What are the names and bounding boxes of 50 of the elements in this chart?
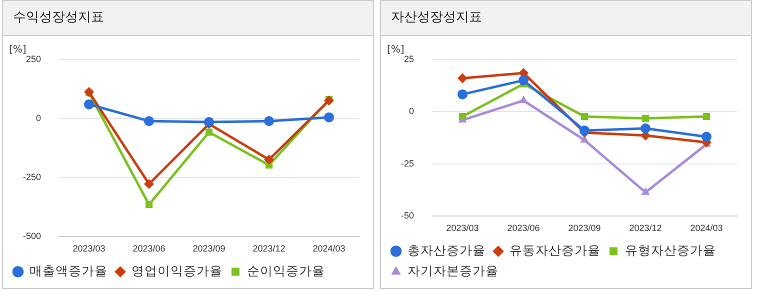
x-tick-label: 2023/06 [132,244,166,254]
y-axis-title: [%] [387,44,404,56]
y-tick-label: -50 [400,210,414,221]
x-tick-label: 2023/09 [192,244,226,254]
x-tick-label: 2024/03 [690,223,723,234]
point [580,112,588,120]
x-tick-label: 2023/03 [446,223,479,234]
chart-title: 자산성장성지표 [381,1,751,36]
legend-label: 유동자산증가율 [510,242,600,258]
point [264,116,274,126]
legend-label: 영업이익증가율 [132,263,222,278]
legend-label: 자기자본증가율 [407,263,498,278]
x-tick-label: 2023/09 [568,223,601,234]
point [144,116,154,126]
point [640,123,651,134]
point [458,73,468,84]
point [84,99,94,110]
x-tick-label: 2023/03 [72,244,106,254]
y-tick-label: 25 [404,54,414,64]
x-tick-label: 2023/12 [629,223,662,234]
point [641,187,650,195]
y-tick-label: 0 [36,112,42,123]
legend-label: 순이익증가율 [246,263,325,278]
y-tick-label: -500 [23,231,42,242]
point [518,75,529,86]
y-axis-title: [%] [9,44,26,56]
point [205,128,213,136]
point [145,201,153,208]
point [519,96,528,104]
y-tick-label: 250 [26,54,42,64]
point [458,89,468,100]
point [458,112,466,120]
point [324,96,334,106]
point [702,112,710,120]
y-tick-label: -250 [23,172,42,182]
y-tick-label: -25 [400,158,414,168]
point [264,154,274,165]
legend-label: 유형자산증가율 [624,242,716,258]
chart-title: 수익성장성지표 [3,1,373,36]
x-tick-label: 2023/12 [252,244,286,254]
point [580,125,590,136]
point [642,114,650,122]
legend-label: 매출액증가율 [29,263,108,278]
legend-label: 총자산증가율 [407,242,486,258]
x-tick-label: 2023/06 [507,223,540,234]
point [324,112,334,122]
point [702,132,712,142]
point [144,178,154,189]
y-tick-label: 0 [408,106,414,116]
x-tick-label: 2024/03 [312,244,346,254]
